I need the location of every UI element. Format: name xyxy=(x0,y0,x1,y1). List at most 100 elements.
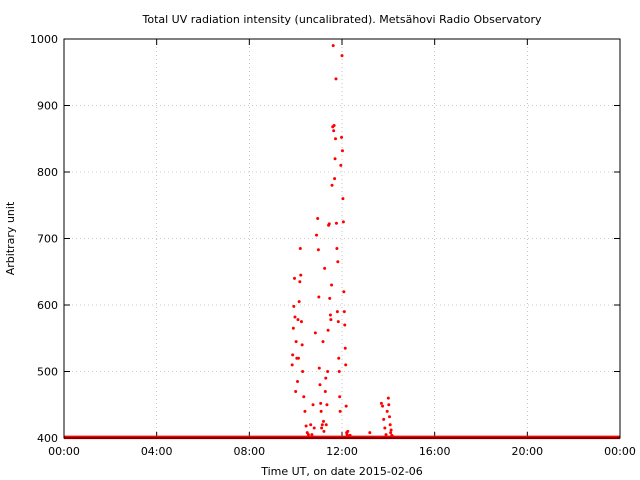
x-tick-label: 16:00 xyxy=(419,445,451,458)
data-point xyxy=(312,426,316,430)
data-point xyxy=(379,401,383,405)
data-point xyxy=(326,370,330,373)
data-point xyxy=(333,177,337,181)
data-point xyxy=(328,296,332,300)
data-point xyxy=(304,424,308,428)
y-tick-label: 500 xyxy=(37,366,58,379)
data-point xyxy=(337,370,341,373)
data-point xyxy=(385,409,389,413)
data-point xyxy=(346,429,350,433)
y-tick-label: 900 xyxy=(37,100,58,113)
data-point xyxy=(296,356,300,360)
data-point xyxy=(296,379,300,383)
data-point xyxy=(329,318,333,322)
data-point xyxy=(384,433,388,437)
data-point xyxy=(342,310,346,314)
data-point xyxy=(336,320,340,324)
data-point xyxy=(310,433,314,437)
data-point xyxy=(315,233,319,237)
data-point xyxy=(391,435,395,439)
data-point xyxy=(337,356,341,360)
data-point xyxy=(331,44,335,48)
y-tick-label: 700 xyxy=(37,233,58,246)
data-point xyxy=(383,426,387,430)
y-tick-label: 400 xyxy=(37,432,58,445)
data-point xyxy=(336,260,340,264)
data-point xyxy=(335,246,339,250)
data-point xyxy=(334,221,338,225)
data-point xyxy=(318,383,322,387)
data-point xyxy=(320,423,324,427)
data-point xyxy=(324,423,328,427)
data-point xyxy=(321,419,325,423)
data-point xyxy=(334,137,338,141)
data-point xyxy=(319,409,323,413)
data-point xyxy=(300,343,304,347)
data-point xyxy=(299,273,303,277)
data-point xyxy=(298,246,302,250)
data-point xyxy=(319,401,323,405)
data-point xyxy=(339,163,343,167)
data-point xyxy=(299,320,303,324)
data-point xyxy=(320,426,324,430)
data-point xyxy=(302,395,306,399)
x-tick-label: 12:00 xyxy=(326,445,358,458)
data-point xyxy=(301,370,305,373)
x-tick-label: 20:00 xyxy=(511,445,543,458)
data-point xyxy=(340,135,344,139)
data-point xyxy=(334,77,338,81)
data-point xyxy=(297,300,301,304)
data-point xyxy=(326,328,330,332)
data-point xyxy=(306,433,310,437)
data-point xyxy=(323,266,327,270)
grid-lines xyxy=(64,39,620,438)
data-point xyxy=(293,315,297,319)
data-point xyxy=(333,157,337,161)
y-axis-label: Arbitrary unit xyxy=(4,201,17,275)
x-axis-ticks: 00:00 04:00 08:00 12:00 16:00 20:00 00:00 xyxy=(48,39,636,458)
y-axis-ticks: 400 500 600 700 800 900 1000 xyxy=(30,33,620,445)
data-point xyxy=(382,417,386,421)
data-point xyxy=(343,346,347,350)
data-point xyxy=(387,415,391,419)
data-point xyxy=(330,183,334,187)
data-point xyxy=(344,363,348,367)
data-point xyxy=(341,197,345,201)
data-point xyxy=(311,403,315,407)
data-point xyxy=(338,395,342,399)
data-point xyxy=(294,389,298,393)
data-point xyxy=(317,295,321,299)
x-tick-label: 00:00 xyxy=(604,445,636,458)
data-point xyxy=(316,217,320,221)
data-point xyxy=(340,149,344,153)
y-tick-label: 1000 xyxy=(30,33,58,46)
data-point xyxy=(332,123,336,127)
x-tick-label: 00:00 xyxy=(48,445,80,458)
data-point xyxy=(341,220,345,224)
data-point xyxy=(345,433,349,437)
data-point xyxy=(292,304,296,308)
data-point xyxy=(330,283,334,287)
data-point xyxy=(327,222,331,226)
plot-frame xyxy=(63,38,621,439)
data-point xyxy=(296,318,300,322)
y-tick-label: 800 xyxy=(37,166,58,179)
y-tick-label: 600 xyxy=(37,299,58,312)
data-point xyxy=(291,326,295,330)
data-point xyxy=(317,366,321,370)
data-point xyxy=(328,313,332,317)
data-point xyxy=(290,363,294,367)
data-point xyxy=(368,431,372,435)
data-point xyxy=(332,129,336,133)
data-point xyxy=(322,429,326,433)
data-point xyxy=(298,280,302,284)
data-point xyxy=(293,276,297,280)
x-tick-label: 04:00 xyxy=(141,445,173,458)
data-point xyxy=(321,340,325,344)
data-point xyxy=(342,290,346,294)
data-point xyxy=(340,54,344,58)
x-axis-label: Time UT, on date 2015-02-06 xyxy=(260,465,423,478)
data-point xyxy=(323,389,327,393)
data-point xyxy=(325,403,329,407)
